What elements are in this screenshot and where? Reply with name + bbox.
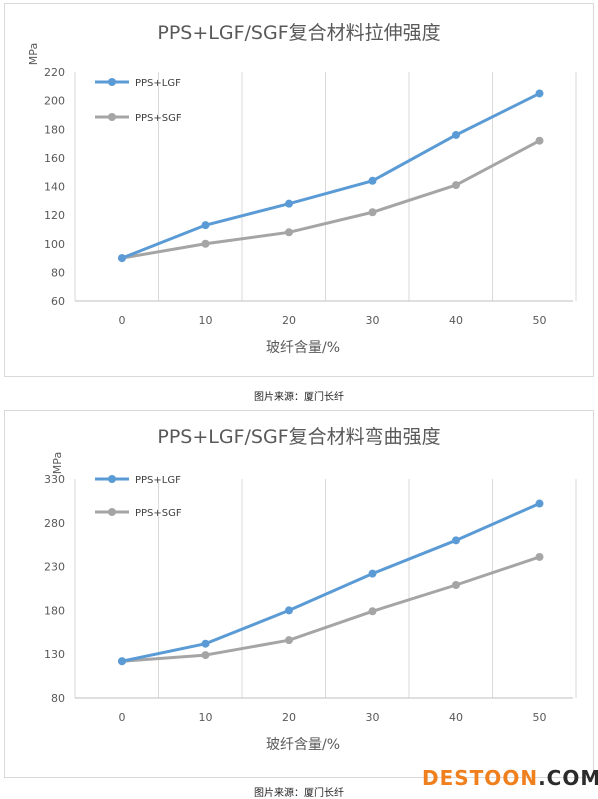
y-tick-label: 200 bbox=[44, 95, 65, 108]
legend-marker bbox=[108, 78, 116, 86]
chart-panel-flexural: PPS+LGF/SGF复合材料弯曲强度 MPa 80 130 180 230 280 330 0… bbox=[4, 410, 594, 778]
x-tick-label: 0 bbox=[119, 711, 126, 724]
chart-tensile-strength: PPS+LGF/SGF复合材料拉伸强度MPa608010012014016018… bbox=[27, 22, 577, 356]
data-point bbox=[452, 181, 460, 190]
data-point bbox=[368, 569, 377, 578]
data-point bbox=[452, 130, 460, 139]
caption-source-1: 图片来源：厦门长纤 bbox=[254, 392, 344, 403]
x-tick-label: 50 bbox=[533, 711, 547, 724]
data-point bbox=[201, 651, 210, 660]
data-point bbox=[368, 607, 377, 616]
series-line-ppslgf bbox=[120, 91, 541, 260]
legend-label: PPS+SGF bbox=[135, 113, 182, 124]
x-tick-label: 10 bbox=[199, 711, 213, 724]
y-tick-label: 180 bbox=[44, 123, 65, 136]
data-point bbox=[452, 536, 460, 545]
data-point bbox=[201, 221, 210, 230]
caption-source-2: 图片来源：厦门长纤 bbox=[254, 788, 344, 799]
data-point bbox=[118, 657, 126, 666]
series-line-ppssgf bbox=[120, 139, 541, 260]
data-point bbox=[535, 552, 544, 561]
x-tick-label: 20 bbox=[282, 314, 296, 327]
chart-panel-tensile: PPS+LGF/SGF复合材料拉伸强度 MPa 60 80 100 120 140 160 18… bbox=[4, 3, 594, 377]
data-point bbox=[201, 239, 210, 248]
legend-marker bbox=[108, 508, 116, 516]
legend-marker bbox=[108, 475, 116, 483]
y-tick-label: 330 bbox=[44, 473, 65, 486]
y-axis-label: MPa bbox=[27, 43, 40, 65]
data-point bbox=[285, 228, 293, 237]
data-point bbox=[368, 176, 377, 185]
legend-label: PPS+LGF bbox=[135, 78, 181, 89]
data-point bbox=[285, 636, 293, 645]
legend-label: PPS+LGF bbox=[135, 475, 181, 486]
y-tick-label: 100 bbox=[44, 238, 65, 251]
site-watermark-logo: DESTOON.COM bbox=[422, 766, 598, 790]
y-tick-label: 220 bbox=[44, 66, 65, 79]
series-line-ppslgf bbox=[120, 502, 541, 663]
x-tick-label: 0 bbox=[119, 314, 126, 327]
y-axis-label: MPa bbox=[51, 452, 64, 474]
data-point bbox=[285, 199, 293, 208]
y-tick-label: 80 bbox=[51, 692, 65, 705]
x-tick-label: 50 bbox=[533, 314, 547, 327]
y-tick-label: 160 bbox=[44, 152, 65, 165]
data-point bbox=[452, 580, 460, 589]
x-tick-label: 30 bbox=[366, 711, 380, 724]
x-tick-label: 40 bbox=[449, 711, 463, 724]
data-point bbox=[535, 499, 544, 508]
data-point bbox=[535, 89, 544, 98]
x-tick-label: 40 bbox=[449, 314, 463, 327]
legend-label: PPS+SGF bbox=[135, 508, 182, 519]
x-axis-label: 玻纤含量/% bbox=[266, 340, 340, 356]
data-point bbox=[201, 639, 210, 648]
x-tick-label: 10 bbox=[199, 314, 213, 327]
y-tick-label: 120 bbox=[44, 209, 65, 222]
y-tick-label: 230 bbox=[44, 561, 65, 574]
data-point bbox=[285, 606, 293, 615]
chart-title: PPS+LGF/SGF复合材料拉伸强度 bbox=[157, 22, 440, 44]
x-tick-label: 20 bbox=[282, 711, 296, 724]
legend-marker bbox=[108, 113, 116, 121]
series-line-ppssgf bbox=[120, 555, 541, 663]
y-tick-label: 60 bbox=[51, 295, 65, 308]
y-tick-label: 140 bbox=[44, 181, 65, 194]
chart-flexural-strength: PPS+LGF/SGF复合材料弯曲强度 MPa 80 130 180 230 280 330 0… bbox=[44, 426, 577, 753]
y-tick-label: 80 bbox=[51, 266, 65, 279]
x-tick-label: 30 bbox=[366, 314, 380, 327]
data-point bbox=[368, 208, 377, 217]
y-tick-label: 280 bbox=[44, 517, 65, 530]
chart-title: PPS+LGF/SGF复合材料弯曲强度 bbox=[157, 426, 440, 448]
y-tick-label: 180 bbox=[44, 604, 65, 617]
data-point bbox=[535, 136, 544, 145]
data-point bbox=[118, 254, 126, 263]
y-tick-label: 130 bbox=[44, 648, 65, 661]
x-axis-label: 玻纤含量/% bbox=[266, 737, 340, 753]
